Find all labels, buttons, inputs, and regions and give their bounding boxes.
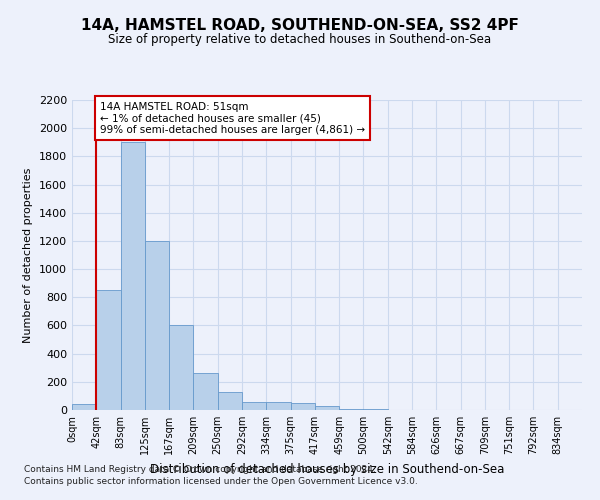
Bar: [96, 290, 121, 410]
Bar: [290, 403, 315, 410]
Bar: [315, 406, 339, 410]
Bar: [145, 241, 169, 410]
Bar: [242, 402, 266, 410]
Y-axis label: Number of detached properties: Number of detached properties: [23, 168, 34, 342]
Bar: [72, 404, 96, 410]
Text: 14A HAMSTEL ROAD: 51sqm
← 1% of detached houses are smaller (45)
99% of semi-det: 14A HAMSTEL ROAD: 51sqm ← 1% of detached…: [100, 102, 365, 134]
Bar: [339, 408, 364, 410]
Text: Contains public sector information licensed under the Open Government Licence v3: Contains public sector information licen…: [24, 477, 418, 486]
Bar: [169, 326, 193, 410]
Text: 14A, HAMSTEL ROAD, SOUTHEND-ON-SEA, SS2 4PF: 14A, HAMSTEL ROAD, SOUTHEND-ON-SEA, SS2 …: [81, 18, 519, 32]
Bar: [121, 142, 145, 410]
Text: Contains HM Land Registry data © Crown copyright and database right 2024.: Contains HM Land Registry data © Crown c…: [24, 466, 376, 474]
Bar: [266, 402, 290, 410]
Bar: [193, 374, 218, 410]
X-axis label: Distribution of detached houses by size in Southend-on-Sea: Distribution of detached houses by size …: [150, 462, 504, 475]
Text: Size of property relative to detached houses in Southend-on-Sea: Size of property relative to detached ho…: [109, 32, 491, 46]
Bar: [218, 392, 242, 410]
